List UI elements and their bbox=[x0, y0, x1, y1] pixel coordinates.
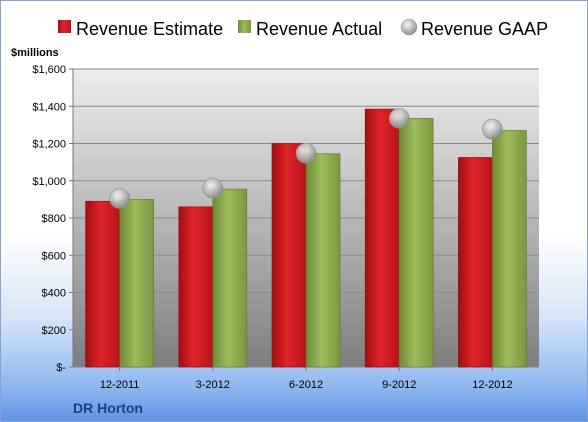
bar-revenue-actual bbox=[305, 153, 341, 368]
y-tick-label: $- bbox=[56, 362, 66, 374]
y-tick-label: $200 bbox=[42, 325, 66, 337]
y-tick-label: $1,000 bbox=[32, 176, 66, 188]
bar-revenue-estimate bbox=[271, 143, 307, 368]
bar-revenue-actual bbox=[119, 199, 154, 368]
point-revenue-gaap bbox=[202, 177, 224, 199]
bar-revenue-actual bbox=[398, 118, 434, 368]
point-revenue-gaap bbox=[295, 142, 317, 164]
company-name: DR Horton bbox=[73, 400, 143, 416]
y-tick-label: $1,200 bbox=[32, 139, 66, 151]
gaap-points bbox=[109, 108, 503, 209]
legend-swatch-revenue-actual bbox=[238, 20, 251, 33]
y-axis-tick-labels: $- $200 $400 $600 $800 $1,000 $1,200 $1,400 $1,6… bbox=[32, 64, 66, 374]
x-tick-label: 12-2012 bbox=[472, 379, 512, 391]
bar-revenue-estimate bbox=[178, 206, 214, 368]
legend-swatch-revenue-estimate bbox=[58, 20, 71, 33]
y-tick-label: $600 bbox=[42, 250, 66, 262]
legend-label-revenue-actual: Revenue Actual bbox=[256, 19, 382, 39]
point-revenue-gaap bbox=[109, 188, 130, 209]
y-tick-label: $400 bbox=[42, 288, 66, 300]
x-axis-tick-labels: 12-2011 3-2012 6-2012 9-2012 12-2012 bbox=[100, 379, 513, 391]
x-tick-label: 3-2012 bbox=[196, 379, 230, 391]
bar-revenue-estimate bbox=[364, 108, 400, 368]
legend-marker-revenue-gaap bbox=[400, 18, 418, 36]
bars bbox=[85, 108, 527, 368]
point-revenue-gaap bbox=[388, 108, 410, 129]
x-tick-label: 6-2012 bbox=[289, 379, 323, 391]
bar-revenue-estimate bbox=[458, 157, 493, 368]
x-tick-label: 9-2012 bbox=[382, 379, 416, 391]
y-axis-unit-label: $millions bbox=[11, 47, 59, 59]
bar-revenue-estimate bbox=[85, 200, 120, 368]
y-tick-label: $1,600 bbox=[32, 64, 66, 76]
legend-label-revenue-estimate: Revenue Estimate bbox=[76, 19, 223, 39]
legend: Revenue Estimate Revenue Actual Revenue … bbox=[58, 18, 548, 39]
bar-revenue-actual bbox=[492, 130, 527, 368]
y-tick-label: $800 bbox=[42, 213, 66, 225]
point-revenue-gaap bbox=[482, 118, 503, 140]
x-tick-label: 12-2011 bbox=[100, 379, 140, 391]
legend-label-revenue-gaap: Revenue GAAP bbox=[421, 19, 548, 39]
y-tick-label: $1,400 bbox=[32, 101, 66, 113]
bar-revenue-actual bbox=[212, 188, 248, 368]
